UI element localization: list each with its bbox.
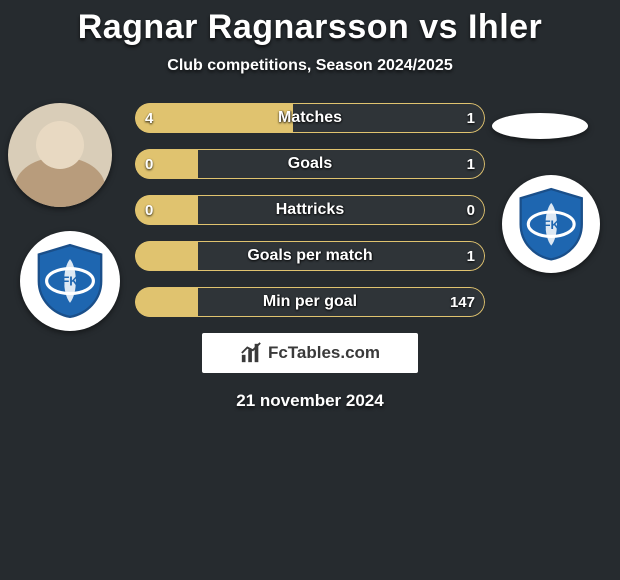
stat-row: 1 Goals per match	[135, 241, 485, 271]
stat-fill-left	[135, 241, 198, 271]
datestamp: 21 november 2024	[0, 391, 620, 411]
stats-container: 4 1 Matches 0 1 Goals 0 0 Hattricks 1	[135, 103, 485, 317]
stat-value-right: 1	[467, 241, 475, 271]
club-crest-icon: FK	[31, 242, 109, 320]
svg-text:FK: FK	[62, 275, 79, 289]
stat-value-left: 0	[145, 149, 153, 179]
stat-value-right: 0	[467, 195, 475, 225]
svg-text:FK: FK	[543, 218, 559, 232]
club-badge-right: FK	[502, 175, 600, 273]
stat-fill-left	[135, 103, 293, 133]
player-right-avatar	[492, 113, 588, 139]
comparison-arena: FK FK 4 1 Matches 0 1 Goals	[0, 103, 620, 411]
stat-row: 147 Min per goal	[135, 287, 485, 317]
subtitle: Club competitions, Season 2024/2025	[0, 57, 620, 75]
stat-row: 0 1 Goals	[135, 149, 485, 179]
stat-value-right: 1	[467, 149, 475, 179]
stat-value-left: 0	[145, 195, 153, 225]
club-crest-icon: FK	[513, 186, 589, 262]
branding-text: FcTables.com	[268, 343, 380, 363]
stat-value-right: 1	[467, 103, 475, 133]
stat-value-right: 147	[450, 287, 475, 317]
stat-fill-left	[135, 287, 198, 317]
stat-value-left: 4	[145, 103, 153, 133]
branding-badge: FcTables.com	[202, 333, 418, 373]
page-title: Ragnar Ragnarsson vs Ihler	[0, 0, 620, 47]
club-badge-left: FK	[20, 231, 120, 331]
stat-row: 4 1 Matches	[135, 103, 485, 133]
stat-row: 0 0 Hattricks	[135, 195, 485, 225]
player-left-avatar	[8, 103, 112, 207]
bar-chart-icon	[240, 342, 262, 364]
